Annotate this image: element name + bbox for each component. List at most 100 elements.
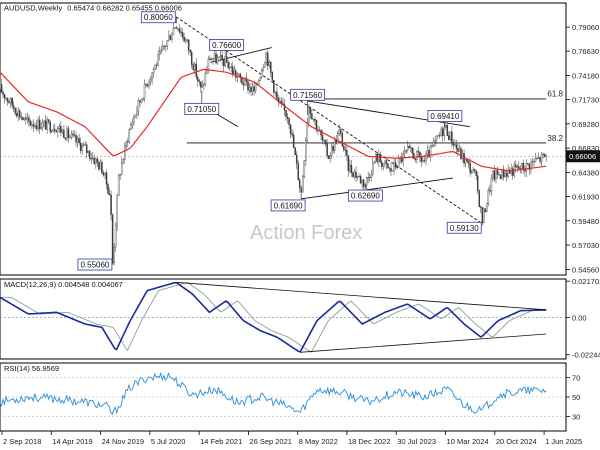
candle-body [34,125,36,127]
candle-body [81,144,83,151]
candle-body [469,163,471,173]
x-axis-label: 30 Jul 2023 [397,437,436,446]
candle-body [464,159,467,164]
candle-body [305,140,307,161]
candle-body [239,73,242,79]
price-annotations: 0.80060 0.76600 0.71050 0.71560 0.69410 0.626… [77,11,482,271]
candle-body [253,86,255,92]
candle-body [6,97,9,102]
rsi-y-tick-label: 50 [572,393,580,402]
candle-body [406,146,409,151]
fib-level-label: 38.2 [547,134,563,143]
candle-body [247,81,249,91]
candle-body [507,169,509,177]
candle-body [232,66,234,74]
candle-body [149,78,152,83]
candle-body [114,225,117,248]
candle-body [285,110,287,117]
candle-body [69,136,71,139]
candle-body [162,45,164,51]
candle-body [17,110,20,117]
price-annotation-box [290,88,326,101]
candle-body [63,129,65,139]
candle-body [28,117,30,122]
price-annotation-label: 0.80060 [144,13,173,22]
price-y-tick-label: 0.69280 [572,120,599,129]
candle-body [528,163,531,170]
macd-line [0,281,547,353]
price-annotation-box [77,258,113,271]
macd-y-tick-label: -0.022445 [572,351,600,360]
candle-body [388,167,391,169]
candle-body [143,83,146,100]
candle-body [29,120,32,126]
candle-body [241,77,243,84]
candle-body [190,52,193,65]
candle-body [356,176,359,178]
candle-body [332,146,334,151]
candle-body [111,214,114,264]
candle-body [320,130,322,136]
candle-body [440,128,442,136]
candle-body [235,70,237,78]
candle-body [375,153,377,163]
candle-body [163,45,166,47]
candle-body [323,140,325,142]
candle-body [181,32,184,38]
candle-body [174,27,176,29]
candle-body [454,144,456,146]
price-annotation-box [209,39,245,51]
candle-body [326,143,328,156]
candle-body [124,145,126,160]
candle-body [40,127,42,130]
candle-body [209,58,211,61]
candle-body [308,107,310,123]
candle-body [189,50,191,53]
candle-body [303,160,306,177]
candle-body [166,40,169,47]
candle-body [58,126,61,129]
candle-body [470,172,473,174]
candle-body [165,45,167,47]
candle-body [201,85,204,88]
candle-body [38,119,41,130]
candle-body [382,163,385,168]
candle-body [67,128,70,139]
candle-body [75,135,77,143]
candle-body [321,134,324,141]
candle-body [136,110,138,116]
candle-body [298,179,301,189]
candle-body [403,150,406,154]
candle-body [466,159,468,162]
candle-body [43,120,45,123]
candle-body [26,117,29,120]
candle-body [152,69,155,73]
candle-body [148,81,150,87]
candle-body [457,148,459,152]
price-y-tick-label: 0.64380 [572,168,599,177]
candle-body [47,119,50,123]
rsi-label: RSI(14) 56.9569 [4,364,59,373]
candle-body [257,80,260,86]
candle-body [11,98,13,106]
candle-body [3,94,6,99]
candle-body [327,155,330,159]
candle-body [113,246,115,264]
candle-body [545,155,547,157]
candle-body [203,84,205,86]
candle-body [533,161,535,163]
candle-body [198,80,201,83]
candle-body [458,148,461,152]
candle-body [212,58,214,60]
candle-body [518,166,520,169]
candle-body [487,189,490,204]
macd-upper-line [175,281,547,311]
x-axis-label: 8 May 2022 [299,437,338,446]
candle-body [347,155,350,172]
candle-body [414,158,417,161]
rsi-line [0,371,547,416]
candle-body [216,57,219,64]
candle-body [25,117,27,120]
candle-body [230,66,233,68]
price-annotation-label: 0.59130 [450,224,479,233]
